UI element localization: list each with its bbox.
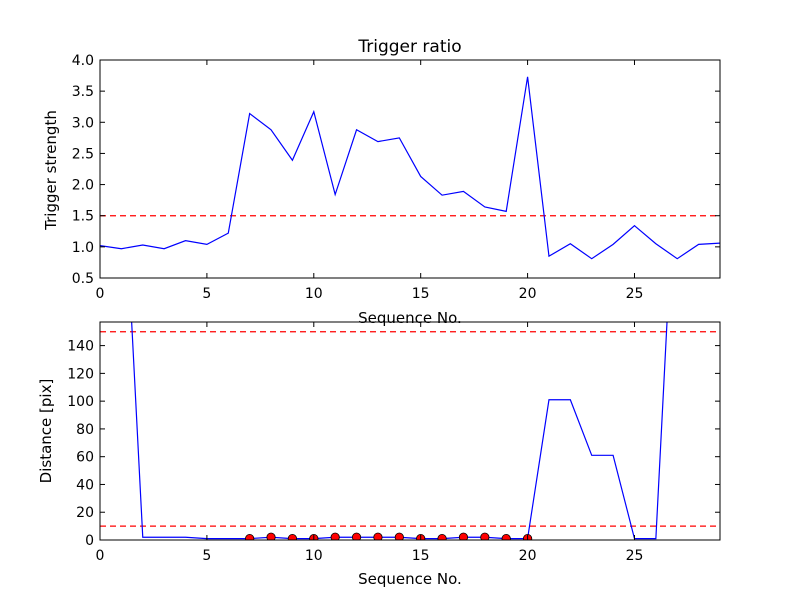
y-tick-label: 2.5 bbox=[72, 146, 94, 162]
y-tick-label: 140 bbox=[67, 339, 94, 355]
y-tick-label: 120 bbox=[67, 366, 94, 382]
x-tick-label: 20 bbox=[519, 548, 537, 564]
x-axis-label: Sequence No. bbox=[358, 309, 462, 327]
x-tick-label: 15 bbox=[412, 286, 430, 302]
data-point bbox=[501, 534, 511, 540]
x-tick-label: 25 bbox=[626, 286, 644, 302]
plot-area bbox=[100, 322, 720, 540]
chart-title: Trigger ratio bbox=[357, 37, 461, 57]
y-tick-label: 3.5 bbox=[72, 84, 94, 100]
data-point bbox=[287, 534, 298, 540]
data-point bbox=[480, 532, 490, 540]
data-point bbox=[330, 532, 340, 540]
plot-area bbox=[100, 76, 720, 260]
data-point bbox=[394, 532, 404, 540]
y-tick-label: 80 bbox=[76, 422, 94, 438]
y-tick-label: 0 bbox=[85, 533, 94, 549]
x-tick-label: 15 bbox=[412, 548, 430, 564]
y-axis-label: Distance [pix] bbox=[37, 379, 55, 484]
x-axis-label: Sequence No. bbox=[358, 570, 462, 588]
y-tick-label: 2.0 bbox=[72, 178, 94, 194]
data-point bbox=[351, 532, 362, 540]
x-tick-label: 25 bbox=[626, 548, 644, 564]
data-point bbox=[458, 532, 469, 540]
x-tick-label: 0 bbox=[96, 548, 105, 564]
y-tick-label: 3.0 bbox=[72, 115, 94, 131]
axes-frame bbox=[99, 59, 721, 279]
x-tick-label: 5 bbox=[202, 548, 211, 564]
data-point bbox=[437, 534, 447, 540]
data-point bbox=[245, 534, 255, 540]
axes-frame bbox=[99, 321, 721, 541]
y-axis-label: Trigger strength bbox=[42, 110, 60, 231]
y-tick-label: 1.0 bbox=[72, 240, 94, 256]
x-tick-label: 10 bbox=[305, 548, 323, 564]
data-point bbox=[266, 532, 276, 540]
series-line-0 bbox=[100, 76, 720, 260]
y-tick-label: 1.5 bbox=[72, 209, 94, 225]
x-tick-label: 10 bbox=[305, 286, 323, 302]
y-tick-label: 20 bbox=[76, 505, 94, 521]
x-tick-label: 5 bbox=[202, 286, 211, 302]
y-tick-label: 0.5 bbox=[72, 271, 94, 287]
y-tick-label: 4.0 bbox=[72, 53, 94, 69]
y-tick-label: 60 bbox=[76, 450, 94, 466]
series-line-0 bbox=[131, 322, 668, 540]
y-tick-label: 40 bbox=[76, 477, 94, 493]
x-tick-label: 0 bbox=[96, 286, 105, 302]
x-tick-label: 20 bbox=[519, 286, 537, 302]
data-point bbox=[373, 532, 383, 540]
distance-panel: Sequence No. Distance [pix] 0 5 10 15 20 25 0 2… bbox=[37, 321, 721, 588]
y-tick-label: 100 bbox=[67, 394, 94, 410]
trigger-ratio-panel: Trigger ratio Sequence No. Trigger stren… bbox=[42, 37, 721, 327]
